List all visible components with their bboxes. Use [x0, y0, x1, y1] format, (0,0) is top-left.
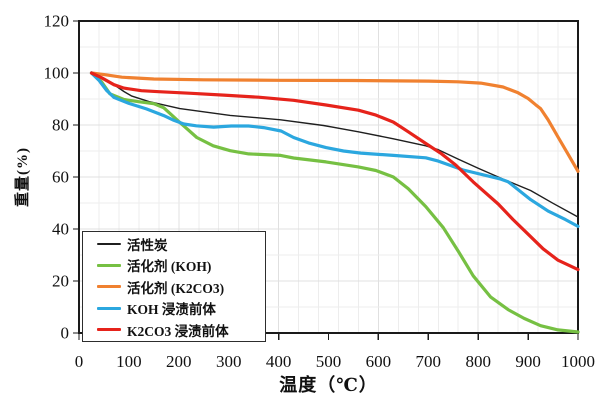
x-tick-label: 0 [75, 352, 84, 371]
legend-line-swatch-activated-carbon [97, 242, 121, 245]
y-tick-label: 40 [52, 220, 69, 239]
legend-item-koh-precursor: KOH 浸渍前体 [97, 298, 265, 318]
series-line-activator-k2co3 [89, 71, 580, 173]
x-tick-label: 1000 [561, 352, 595, 371]
legend-item-activated-carbon: 活性炭 [97, 234, 265, 254]
legend-label-activator-k2co3: 活化剂 (K2CO3) [127, 280, 225, 296]
y-tick-label: 60 [52, 168, 69, 187]
series-line-activator-koh [89, 71, 580, 334]
legend-item-activator-koh: 活化剂 (KOH) [97, 255, 265, 275]
legend-label-koh-precursor: KOH 浸渍前体 [127, 302, 216, 317]
x-tick-label: 600 [366, 352, 392, 371]
y-tick-label: 100 [44, 64, 70, 83]
legend-line-swatch-activator-koh [97, 263, 121, 267]
x-tick-label: 800 [465, 352, 491, 371]
legend-label-k2co3-precursor: K2CO3 浸渍前体 [127, 323, 229, 339]
legend-line-swatch-k2co3-precursor [97, 328, 121, 331]
x-tick-label: 200 [166, 352, 192, 371]
series-line-k2co3-impregnated-precursor [89, 71, 580, 272]
legend-item-k2co3-precursor: K2CO3 浸渍前体 [97, 320, 265, 340]
x-tick-label: 400 [266, 352, 292, 371]
legend-line-swatch-koh-precursor [97, 306, 121, 310]
x-tick-label: 300 [216, 352, 242, 371]
x-tick-label: 100 [116, 352, 142, 371]
x-tick-label: 900 [515, 352, 541, 371]
legend-item-activator-k2co3: 活化剂 (K2CO3) [97, 277, 265, 297]
series-line-koh-impregnated-precursor [89, 71, 580, 228]
x-axis-title: 温度（℃） [279, 375, 378, 395]
y-tick-label: 80 [52, 116, 69, 135]
legend-line-swatch-activator-k2co3 [97, 285, 121, 288]
x-tick-label: 700 [416, 352, 442, 371]
plot-frame [78, 20, 579, 334]
series-line-activated-carbon [90, 72, 579, 218]
y-tick-label: 0 [61, 324, 70, 343]
y-axis-title: 重量(%) [15, 147, 31, 207]
legend-label-activated-carbon: 活性炭 [127, 237, 168, 253]
y-tick-label: 20 [52, 272, 69, 291]
legend-label-activator-koh: 活化剂 (KOH) [127, 259, 212, 274]
y-tick-label: 120 [44, 12, 70, 31]
legend: 活性炭 活化剂 (KOH) 活化剂 (K2CO3) KOH 浸渍前体 K2CO3… [82, 231, 266, 342]
x-tick-label: 500 [316, 352, 342, 371]
